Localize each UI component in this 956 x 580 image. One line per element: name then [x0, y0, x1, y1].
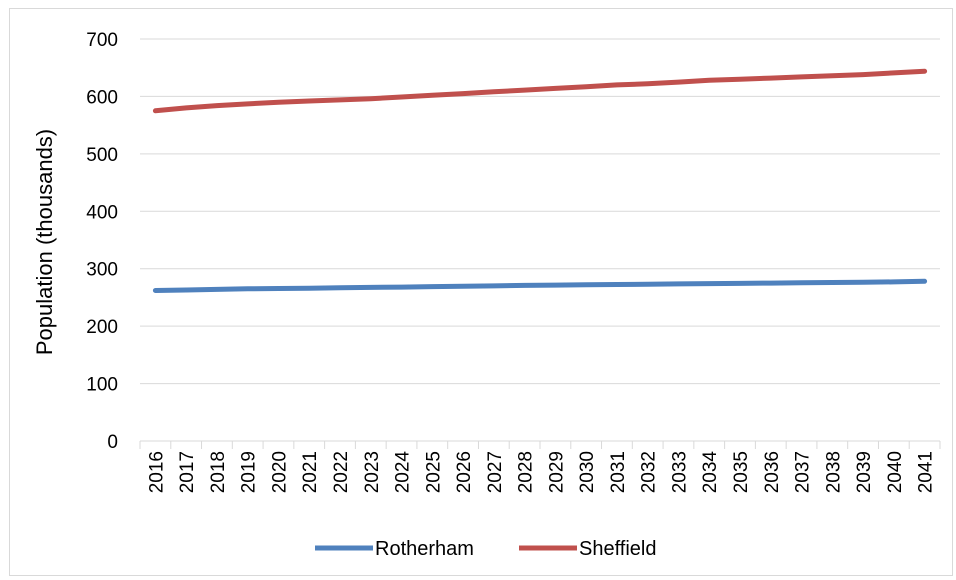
- x-tick-label: 2037: [793, 451, 814, 493]
- y-tick-label: 400: [86, 202, 118, 223]
- legend-label: Sheffield: [579, 538, 656, 560]
- x-tick-label: 2030: [577, 451, 598, 493]
- x-tick-label: 2028: [516, 451, 537, 493]
- x-tick-label: 2032: [639, 451, 660, 493]
- x-tick-label: 2041: [916, 451, 937, 493]
- y-tick-label: 700: [86, 30, 118, 51]
- x-tick-label: 2039: [854, 451, 875, 493]
- x-tick-label: 2025: [423, 451, 444, 493]
- legend: Rotherham Sheffield: [315, 538, 656, 560]
- x-tick-label: 2022: [331, 451, 352, 493]
- y-tick-label: 500: [86, 145, 118, 166]
- x-tick-label: 2031: [608, 451, 629, 493]
- legend-label: Rotherham: [375, 538, 474, 560]
- x-axis: [139, 440, 941, 449]
- x-tick-label: 2040: [885, 451, 906, 493]
- x-tick-label: 2038: [823, 451, 844, 493]
- x-tick-label: 2016: [146, 451, 167, 493]
- x-tick-label: 2020: [269, 451, 290, 493]
- y-axis-title: Population (thousands): [32, 129, 57, 355]
- x-tick-label: 2023: [362, 451, 383, 493]
- y-axis-tick-labels: 0 100 200 300 400 500 600 700: [86, 30, 118, 453]
- x-tick-label: 2026: [454, 451, 475, 493]
- legend-item-sheffield: Sheffield: [519, 538, 656, 560]
- series-lines: [152, 68, 928, 293]
- x-tick-label: 2029: [546, 451, 567, 493]
- y-tick-label: 200: [86, 317, 118, 338]
- x-tick-label: 2036: [762, 451, 783, 493]
- gridlines: [140, 38, 940, 385]
- series-line-rotherham: [152, 278, 928, 293]
- y-tick-label: 100: [86, 375, 118, 396]
- x-axis-tick-labels: 2016 2017 2018 2019 2020 2021 2022 2023 2024 2025…: [146, 451, 936, 494]
- x-tick-label: 2019: [239, 451, 260, 493]
- x-tick-label: 2033: [669, 451, 690, 493]
- x-tick-label: 2035: [731, 451, 752, 493]
- y-tick-label: 0: [107, 432, 118, 453]
- y-tick-label: 600: [86, 87, 118, 108]
- x-tick-label: 2034: [700, 451, 721, 494]
- series-line-sheffield: [152, 68, 928, 114]
- x-tick-label: 2024: [393, 451, 414, 494]
- x-tick-label: 2018: [208, 451, 229, 493]
- y-tick-label: 300: [86, 260, 118, 281]
- x-tick-label: 2017: [177, 451, 198, 493]
- x-tick-label: 2027: [485, 451, 506, 493]
- x-tick-label: 2021: [300, 451, 321, 493]
- legend-item-rotherham: Rotherham: [315, 538, 474, 560]
